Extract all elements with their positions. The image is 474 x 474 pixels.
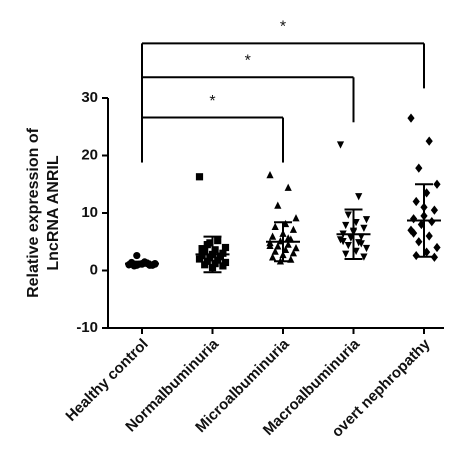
data-point: [355, 193, 363, 201]
data-point: [410, 228, 418, 238]
data-point: [407, 113, 415, 123]
data-point: [269, 232, 277, 240]
y-tick-label: 20: [81, 146, 98, 163]
data-point: [289, 225, 297, 233]
data-point: [344, 211, 352, 219]
data-point: [289, 249, 297, 257]
data-point: [410, 214, 418, 224]
data-point: [211, 260, 219, 268]
data-point: [198, 245, 206, 253]
data-point: [423, 247, 431, 257]
data-point: [344, 242, 352, 250]
data-point: [292, 244, 300, 252]
data-point: [211, 246, 219, 254]
data-point: [430, 252, 438, 262]
data-point: [219, 262, 227, 270]
data-point: [206, 239, 214, 247]
significance-label: *: [245, 53, 251, 70]
data-point: [362, 216, 371, 224]
data-point: [201, 261, 209, 269]
data-point: [269, 253, 277, 261]
data-point: [412, 196, 420, 207]
y-axis-label: LncRNA ANRIL: [45, 155, 62, 270]
data-point: [292, 214, 300, 222]
data-point: [428, 217, 436, 227]
data-point: [425, 136, 433, 146]
data-point: [274, 201, 282, 209]
data-point: [216, 252, 224, 260]
data-point: [342, 250, 350, 258]
data-point: [214, 237, 222, 245]
data-point: [433, 242, 441, 253]
data-point: [415, 237, 423, 247]
data-point: [284, 234, 292, 242]
data-point: [430, 205, 438, 215]
data-point: [133, 251, 141, 260]
data-point: [274, 242, 282, 250]
data-point: [336, 141, 345, 149]
data-point: [417, 219, 425, 230]
data-point: [433, 179, 441, 189]
y-tick-label: 10: [81, 204, 98, 221]
data-point: [284, 240, 292, 248]
significance-label: *: [209, 93, 215, 110]
y-tick-label: 30: [81, 89, 98, 106]
data-point: [357, 240, 365, 248]
data-point: [425, 231, 433, 241]
data-point: [360, 224, 368, 232]
y-axis-label: Relative expression of: [25, 127, 42, 298]
data-point: [342, 221, 350, 230]
data-point: [423, 188, 431, 198]
data-point: [221, 243, 230, 252]
data-point: [195, 173, 204, 181]
data-point: [412, 250, 420, 261]
data-point: [271, 247, 279, 255]
data-point: [284, 183, 292, 191]
data-point: [266, 241, 274, 249]
data-point: [271, 222, 279, 230]
data-point: [362, 244, 371, 253]
data-point: [415, 163, 423, 173]
data-point: [266, 171, 274, 179]
data-point: [339, 238, 347, 246]
y-tick-label: -10: [76, 319, 98, 336]
y-tick-label: 0: [90, 261, 98, 278]
data-point: [360, 253, 368, 261]
data-point: [195, 255, 204, 263]
significance-label: *: [280, 19, 286, 36]
